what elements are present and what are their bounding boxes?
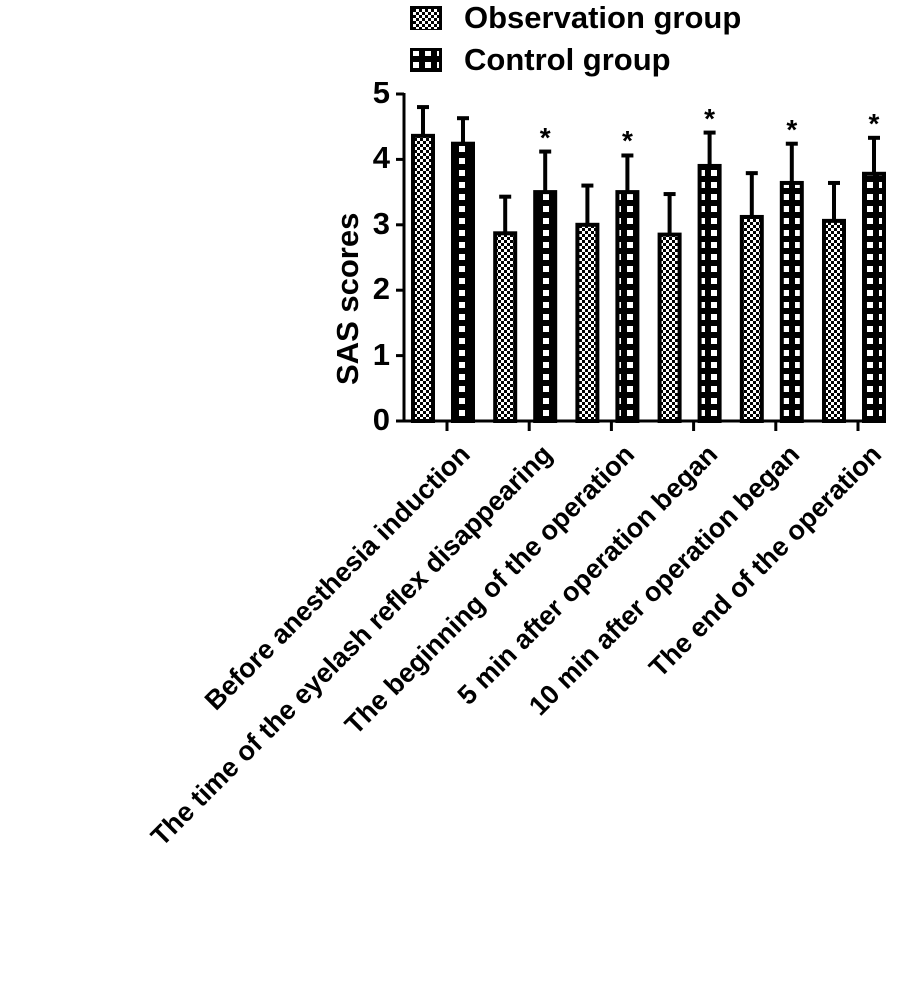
bar-control — [615, 190, 640, 423]
legend-label-control: Control group — [464, 42, 671, 77]
significance-star: * — [539, 121, 551, 153]
y-tick-label: 3 — [372, 205, 390, 241]
significance-star: * — [621, 125, 633, 157]
bar-observation — [411, 133, 435, 424]
bar-observation — [493, 231, 518, 423]
bar-control — [779, 180, 804, 423]
bar-observation — [739, 214, 764, 423]
significance-star: * — [786, 113, 798, 145]
bar-control — [533, 190, 558, 423]
y-tick-label: 4 — [372, 140, 390, 176]
y-tick-label: 5 — [372, 75, 390, 110]
legend-label-observation: Observation group — [464, 0, 742, 35]
legend-swatch-control-icon — [410, 48, 442, 72]
significance-star: * — [704, 102, 716, 134]
bar-observation — [575, 222, 600, 423]
bar-control — [451, 141, 475, 423]
significance-star: * — [868, 107, 880, 139]
bar-control — [862, 171, 886, 423]
bar-observation — [822, 218, 846, 423]
y-tick-label: 0 — [372, 402, 390, 437]
y-tick-label: 1 — [372, 336, 390, 372]
bar-control — [697, 163, 722, 423]
legend-swatch-observation-icon — [410, 6, 442, 30]
plot-area — [396, 92, 886, 431]
bar-observation — [657, 232, 682, 423]
y-tick-label: 2 — [372, 271, 390, 307]
